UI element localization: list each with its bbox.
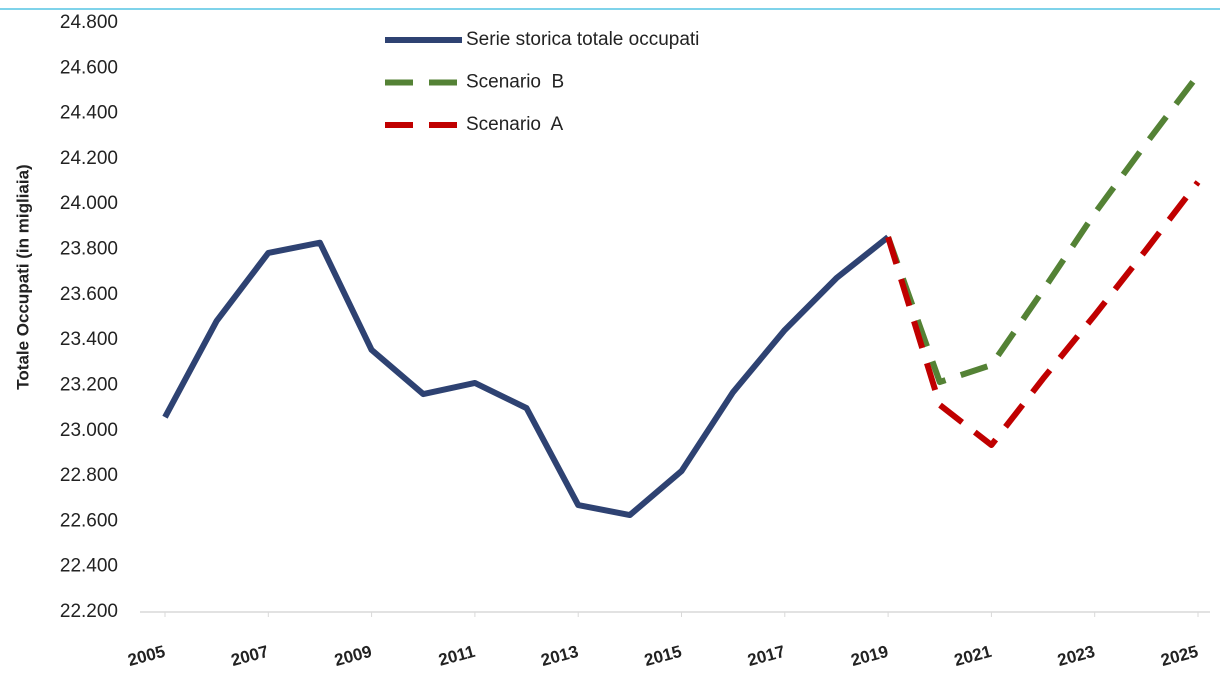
x-tick-label: 2013	[539, 642, 580, 670]
x-tick-label: 2007	[229, 642, 270, 670]
y-tick-label: 23.400	[60, 329, 118, 350]
y-tick-label: 24.200	[60, 148, 118, 169]
y-tick-label: 23.200	[60, 374, 118, 395]
x-tick-label: 2019	[849, 642, 890, 670]
series-line	[885, 73, 1201, 386]
y-tick-label: 24.600	[60, 57, 118, 78]
y-tick-label: 23.000	[60, 420, 118, 441]
series-line	[162, 234, 890, 519]
y-tick-label: 22.800	[60, 465, 118, 486]
y-tick-label: 22.200	[60, 601, 118, 622]
legend-label: Scenario B	[466, 72, 564, 93]
series-line	[885, 180, 1201, 449]
x-tick-label: 2009	[332, 642, 373, 670]
y-tick-label: 23.800	[60, 239, 118, 260]
y-tick-label: 23.600	[60, 284, 118, 305]
x-tick-label: 2021	[952, 642, 993, 670]
x-tick-label: 2017	[746, 642, 787, 670]
y-tick-label: 22.400	[60, 556, 118, 577]
x-tick-label: 2015	[642, 642, 683, 670]
y-tick-label: 24.000	[60, 193, 118, 214]
x-tick-label: 2023	[1055, 642, 1096, 670]
y-tick-label: 22.600	[60, 510, 118, 531]
y-axis-title: Totale Occupati (in migliaia)	[13, 164, 32, 389]
y-tick-label: 24.800	[60, 12, 118, 33]
legend-label: Serie storica totale occupati	[466, 29, 699, 50]
legend-label: Scenario A	[466, 114, 563, 135]
x-tick-label: 2011	[437, 642, 478, 670]
x-tick-label: 2025	[1159, 642, 1200, 670]
y-tick-label: 24.400	[60, 103, 118, 124]
x-tick-label: 2005	[126, 642, 167, 670]
